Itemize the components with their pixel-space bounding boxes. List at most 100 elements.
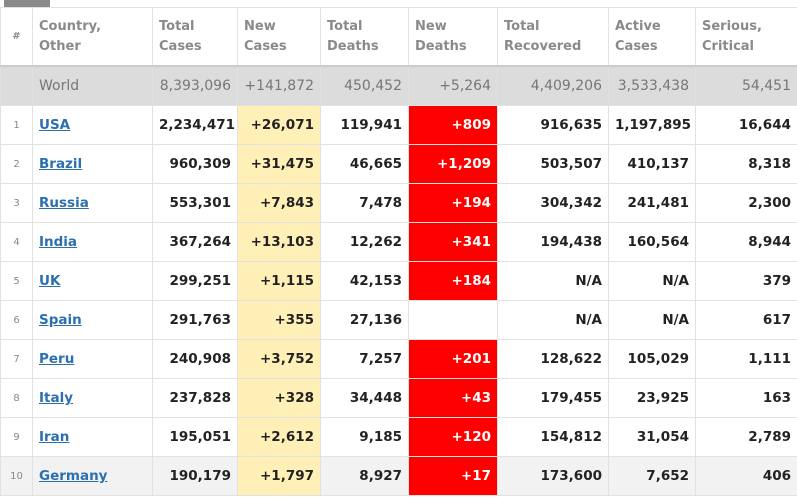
cell: Brazil [32, 144, 153, 184]
cell: 960,309 [152, 144, 238, 184]
cell: 2 [0, 144, 33, 184]
cell: 291,763 [152, 300, 238, 340]
cell: 8 [0, 378, 33, 418]
cell: N/A [497, 261, 609, 301]
cell: 173,600 [497, 456, 609, 496]
cell: 2,234,471 [152, 105, 238, 145]
cell: 179,455 [497, 378, 609, 418]
cell: 12,262 [320, 222, 409, 262]
cell: 195,051 [152, 417, 238, 457]
country-link[interactable]: Iran [39, 429, 70, 445]
cell: 16,644 [695, 105, 797, 145]
cell: 2,300 [695, 183, 797, 223]
cell: 119,941 [320, 105, 409, 145]
column-header[interactable]: # [0, 7, 33, 67]
country-row: 8 Italy 237,828 +328 34,448 +43 179,455 23,925 1… [0, 378, 797, 418]
cell: 46,665 [320, 144, 409, 184]
cell: 553,301 [152, 183, 238, 223]
cell: World [32, 65, 153, 106]
column-header[interactable]: Total Deaths [320, 7, 409, 67]
country-row: 6 Spain 291,763 +355 27,136 N/A N/A 617 [0, 300, 797, 340]
column-header[interactable]: Total Cases [152, 7, 238, 67]
cell: Peru [32, 339, 153, 379]
cell: 379 [695, 261, 797, 301]
cell: +17 [408, 456, 498, 496]
cell [0, 65, 33, 106]
column-header[interactable]: Total Recovered [497, 7, 609, 67]
country-link[interactable]: Italy [39, 390, 74, 406]
country-link[interactable]: Russia [39, 195, 89, 211]
cell: 31,054 [608, 417, 696, 457]
cell: +355 [237, 300, 321, 340]
cell: 503,507 [497, 144, 609, 184]
cell: 240,908 [152, 339, 238, 379]
cell: +13,103 [237, 222, 321, 262]
cell: USA [32, 105, 153, 145]
cell: 2,789 [695, 417, 797, 457]
country-link[interactable]: Peru [39, 351, 75, 367]
cell: +1,115 [237, 261, 321, 301]
column-header[interactable]: Country, Other [32, 7, 153, 67]
country-row: 7 Peru 240,908 +3,752 7,257 +201 128,622 105,02… [0, 339, 797, 379]
cell: 194,438 [497, 222, 609, 262]
cell: 8,944 [695, 222, 797, 262]
cell: 304,342 [497, 183, 609, 223]
cell: +31,475 [237, 144, 321, 184]
country-link[interactable]: USA [39, 117, 71, 133]
cell: 3,533,438 [608, 65, 696, 106]
cell: Germany [32, 456, 153, 496]
country-link[interactable]: Germany [39, 468, 108, 484]
cell: +328 [237, 378, 321, 418]
column-header[interactable]: New Cases [237, 7, 321, 67]
cell: 7,257 [320, 339, 409, 379]
column-header[interactable]: New Deaths [408, 7, 498, 67]
cell: 190,179 [152, 456, 238, 496]
cell: 1,111 [695, 339, 797, 379]
country-row: 5 UK 299,251 +1,115 42,153 +184 N/A N/A 379 [0, 261, 797, 301]
cell: 299,251 [152, 261, 238, 301]
column-header[interactable]: Active Cases [608, 7, 696, 67]
tab [4, 0, 50, 7]
cell: 7,652 [608, 456, 696, 496]
cell: +1,209 [408, 144, 498, 184]
country-link[interactable]: UK [39, 273, 61, 289]
cell: 367,264 [152, 222, 238, 262]
cell: 160,564 [608, 222, 696, 262]
cell: 4 [0, 222, 33, 262]
cell: 9,185 [320, 417, 409, 457]
country-link[interactable]: India [39, 234, 78, 250]
cell: 154,812 [497, 417, 609, 457]
cell [408, 300, 498, 340]
country-link[interactable]: Spain [39, 312, 82, 328]
cell: +43 [408, 378, 498, 418]
covid-table: # Country, Other Total Cases New Cases Total… [0, 7, 797, 496]
cell: 128,622 [497, 339, 609, 379]
cell: 163 [695, 378, 797, 418]
column-header[interactable]: Serious, Critical [695, 7, 797, 67]
cell: +26,071 [237, 105, 321, 145]
cell: +5,264 [408, 65, 498, 106]
country-row: 10 Germany 190,179 +1,797 8,927 +17 173,600 7,6… [0, 456, 797, 496]
cell: +2,612 [237, 417, 321, 457]
cell: Iran [32, 417, 153, 457]
cell: 105,029 [608, 339, 696, 379]
country-link[interactable]: Brazil [39, 156, 83, 172]
cell: 10 [0, 456, 33, 496]
cell: +7,843 [237, 183, 321, 223]
cell: 42,153 [320, 261, 409, 301]
country-row: 4 India 367,264 +13,103 12,262 +341 194,438 160… [0, 222, 797, 262]
cell: +184 [408, 261, 498, 301]
cell: 1,197,895 [608, 105, 696, 145]
cell: 27,136 [320, 300, 409, 340]
cell: +1,797 [237, 456, 321, 496]
cell: 54,451 [695, 65, 797, 106]
cell: 916,635 [497, 105, 609, 145]
cell: India [32, 222, 153, 262]
cell: Russia [32, 183, 153, 223]
cell: 8,927 [320, 456, 409, 496]
country-row: 2 Brazil 960,309 +31,475 46,665 +1,209 503,507… [0, 144, 797, 184]
cell: 4,409,206 [497, 65, 609, 106]
cell: 7 [0, 339, 33, 379]
cell: 1 [0, 105, 33, 145]
